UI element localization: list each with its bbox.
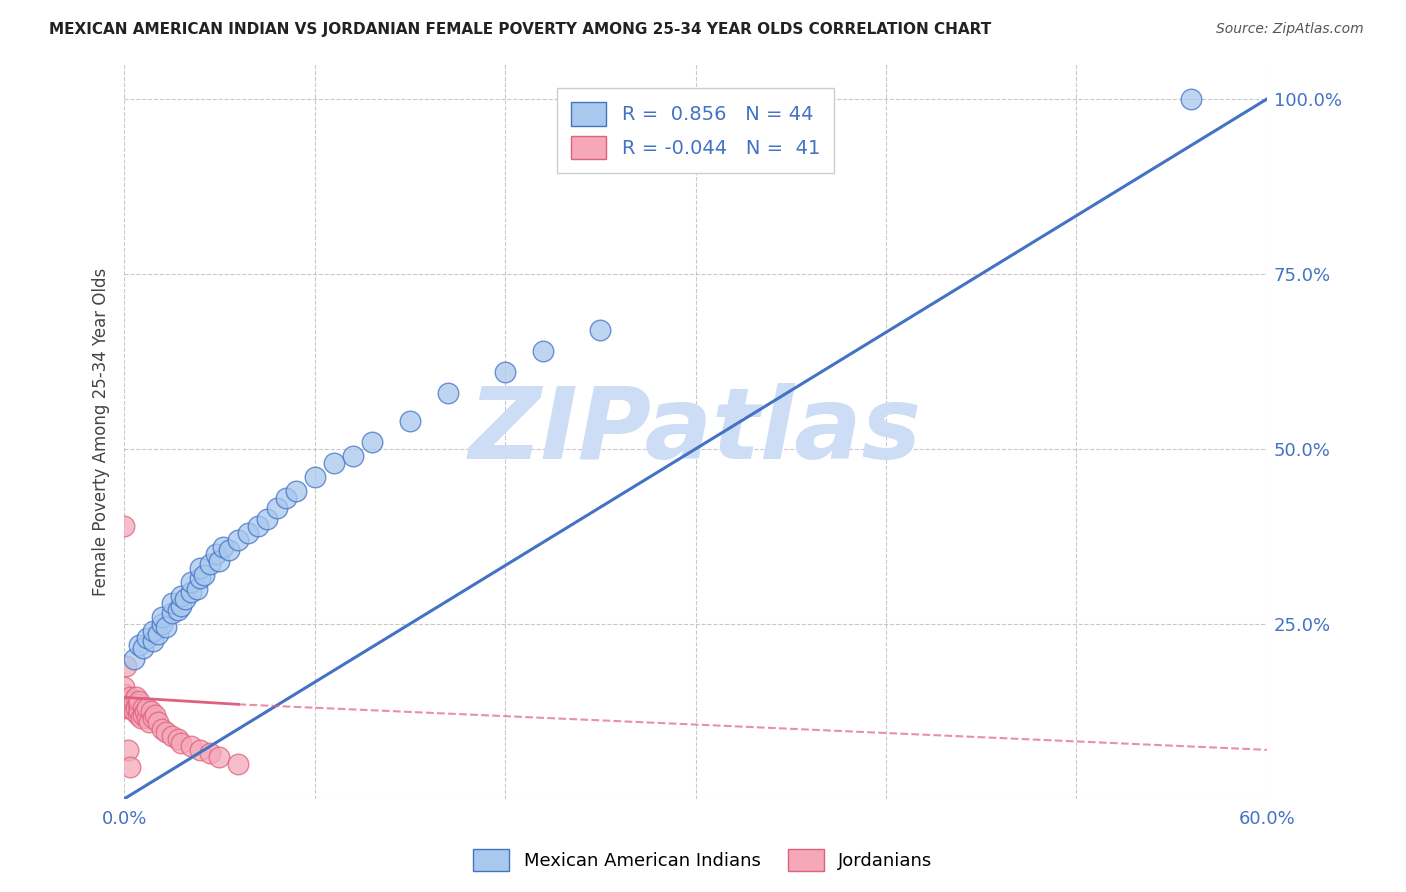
Point <box>322 456 344 470</box>
Point <box>112 694 135 708</box>
Point <box>122 704 145 718</box>
Text: MEXICAN AMERICAN INDIAN VS JORDANIAN FEMALE POVERTY AMONG 25-34 YEAR OLDS CORREL: MEXICAN AMERICAN INDIAN VS JORDANIAN FEM… <box>49 22 991 37</box>
Point <box>136 701 159 715</box>
Point <box>117 743 139 757</box>
Point <box>180 585 202 599</box>
Point <box>150 610 173 624</box>
Point <box>284 483 307 498</box>
Point <box>128 704 150 718</box>
Point <box>1180 92 1202 106</box>
Point <box>127 707 149 722</box>
Point <box>112 687 135 701</box>
Point <box>138 714 160 729</box>
Point <box>342 449 364 463</box>
Point <box>160 729 183 743</box>
Point <box>304 470 326 484</box>
Point <box>112 680 135 694</box>
Y-axis label: Female Poverty Among 25-34 Year Olds: Female Poverty Among 25-34 Year Olds <box>93 268 110 596</box>
Point <box>155 620 177 634</box>
Point <box>531 343 554 358</box>
Point <box>190 743 212 757</box>
Point <box>494 365 516 379</box>
Point <box>142 634 165 648</box>
Point <box>127 698 149 712</box>
Point <box>174 592 197 607</box>
Point <box>190 571 212 585</box>
Point <box>155 725 177 739</box>
Point <box>122 694 145 708</box>
Point <box>218 543 240 558</box>
Point <box>589 323 612 337</box>
Point <box>134 704 156 718</box>
Point <box>132 641 155 656</box>
Point <box>118 690 141 705</box>
Legend: Mexican American Indians, Jordanians: Mexican American Indians, Jordanians <box>467 842 939 879</box>
Point <box>180 574 202 589</box>
Point <box>193 568 215 582</box>
Point <box>150 616 173 631</box>
Point <box>437 386 460 401</box>
Point <box>122 652 145 666</box>
Point <box>208 749 231 764</box>
Point <box>128 638 150 652</box>
Point <box>246 519 269 533</box>
Point <box>204 547 226 561</box>
Point <box>186 582 208 596</box>
Point <box>115 658 138 673</box>
Point <box>180 739 202 754</box>
Point <box>124 701 146 715</box>
Point <box>143 707 166 722</box>
Point <box>190 561 212 575</box>
Point <box>118 760 141 774</box>
Point <box>121 698 143 712</box>
Point <box>208 554 231 568</box>
Point <box>170 736 193 750</box>
Point <box>399 414 422 428</box>
Point <box>198 747 221 761</box>
Point <box>160 596 183 610</box>
Point <box>170 599 193 614</box>
Point <box>132 701 155 715</box>
Text: ZIPatlas: ZIPatlas <box>470 383 922 480</box>
Point <box>274 491 297 505</box>
Point <box>360 434 382 449</box>
Point <box>117 694 139 708</box>
Point <box>228 756 250 771</box>
Point <box>266 501 288 516</box>
Point <box>256 512 278 526</box>
Point <box>170 589 193 603</box>
Point <box>198 558 221 572</box>
Text: Source: ZipAtlas.com: Source: ZipAtlas.com <box>1216 22 1364 37</box>
Point <box>131 711 153 725</box>
Point <box>166 603 188 617</box>
Point <box>142 711 165 725</box>
Point <box>124 690 146 705</box>
Point <box>139 704 162 718</box>
Point <box>160 607 183 621</box>
Point <box>112 701 135 715</box>
Point <box>148 714 170 729</box>
Point <box>132 707 155 722</box>
Point <box>148 627 170 641</box>
Legend: R =  0.856   N = 44, R = -0.044   N =  41: R = 0.856 N = 44, R = -0.044 N = 41 <box>557 88 834 173</box>
Point <box>118 701 141 715</box>
Point <box>128 694 150 708</box>
Point <box>166 732 188 747</box>
Point <box>136 711 159 725</box>
Point <box>136 631 159 645</box>
Point <box>142 624 165 638</box>
Point <box>112 519 135 533</box>
Point <box>228 533 250 547</box>
Point <box>212 540 235 554</box>
Point <box>236 525 259 540</box>
Point <box>150 722 173 736</box>
